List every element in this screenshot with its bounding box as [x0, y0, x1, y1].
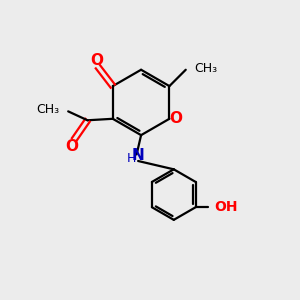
Text: CH₃: CH₃ [194, 62, 217, 75]
Text: OH: OH [214, 200, 238, 214]
Text: O: O [65, 139, 78, 154]
Text: O: O [90, 53, 103, 68]
Text: N: N [132, 148, 145, 163]
Text: H: H [127, 152, 136, 164]
Text: O: O [169, 111, 182, 126]
Text: CH₃: CH₃ [36, 103, 59, 116]
